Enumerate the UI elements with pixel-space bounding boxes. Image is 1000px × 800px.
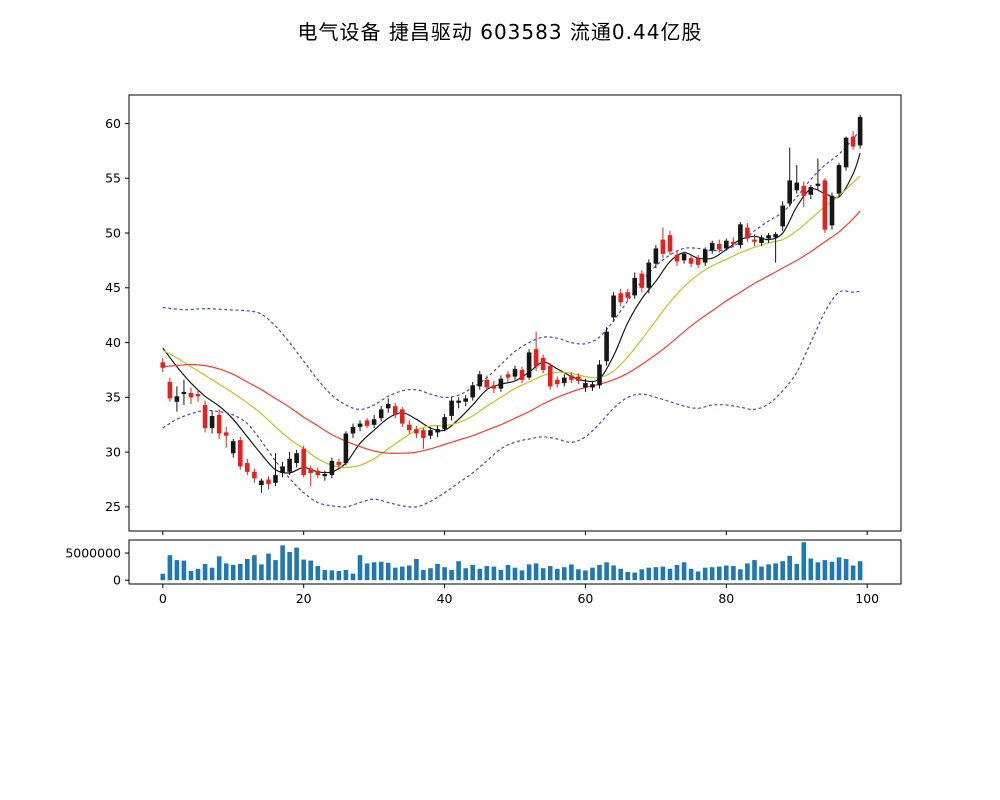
ma-fast-black-line [162, 152, 861, 474]
volume-bars-group [160, 542, 863, 581]
xtick-label-80: 80 [718, 591, 734, 606]
price-y-axis-group: 25 30 35 40 45 50 55 60 [105, 116, 129, 514]
price-ytick-label-60: 60 [105, 116, 121, 131]
price-x-ticks-group [162, 531, 868, 535]
xtick-label-100: 100 [855, 591, 879, 606]
price-ytick-label-30: 30 [105, 444, 121, 459]
price-ytick-label-45: 45 [105, 280, 121, 295]
price-ytick-label-55: 55 [105, 171, 121, 186]
xtick-label-20: 20 [296, 591, 312, 606]
volume-ytick-label-5000000: 5000000 [65, 545, 121, 560]
xtick-label-60: 60 [577, 591, 593, 606]
xtick-label-40: 40 [437, 591, 453, 606]
axes-group [128, 94, 902, 585]
price-ytick-label-40: 40 [105, 335, 121, 350]
volume-y-axis-group: 0 5000000 [65, 545, 129, 587]
xtick-label-0: 0 [159, 591, 167, 606]
price-ytick-label-50: 50 [105, 225, 121, 240]
bollinger-upper-line [162, 129, 861, 411]
volume-ytick-label-0: 0 [113, 572, 121, 587]
price-ytick-label-35: 35 [105, 390, 121, 405]
x-axis-group: 0 20 40 60 80 100 [159, 584, 879, 606]
candles-group [160, 114, 863, 493]
ma-slow-red-line [162, 210, 861, 455]
ma-mid-yellow-line [162, 175, 861, 469]
bollinger-lower-line [162, 290, 861, 508]
overlay-lines-group [162, 129, 861, 508]
chart-title: 电气设备 捷昌驱动 603583 流通0.44亿股 [297, 20, 703, 44]
price-ytick-label-25: 25 [105, 499, 121, 514]
